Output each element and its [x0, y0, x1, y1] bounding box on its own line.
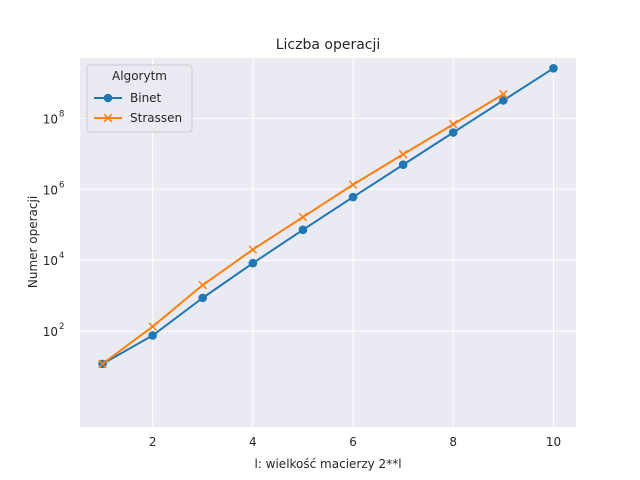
y-axis-label: Numer operacji [26, 196, 40, 288]
legend-label-strassen: Strassen [130, 111, 182, 125]
data-point-strassen [398, 149, 408, 159]
legend: Algorytm Binet Strassen [86, 64, 193, 133]
x-tick-label: 2 [149, 435, 157, 449]
data-point-binet [248, 258, 258, 268]
x-tick-label: 4 [249, 435, 257, 449]
legend-box [86, 64, 193, 133]
data-point-strassen [499, 89, 508, 99]
legend-item-strassen: Strassen [94, 111, 182, 125]
legend-item-binet: Binet [94, 91, 162, 105]
x-axis-ticks: 2 4 6 8 10 [149, 435, 561, 449]
x-axis-label: l: wielkość macierzy 2**l [254, 457, 401, 471]
y-tick-exponent: 8 [59, 109, 64, 119]
y-tick-exponent: 2 [59, 322, 64, 332]
series-layer [98, 63, 558, 369]
legend-marker-strassen [103, 113, 113, 123]
data-point-binet [198, 293, 208, 303]
y-tick-label: 10 6 [43, 180, 65, 197]
data-point-binet [398, 160, 408, 170]
y-tick-base: 10 [43, 325, 58, 339]
data-point-strassen [348, 180, 358, 189]
data-point-strassen [148, 322, 157, 331]
x-tick-label: 8 [449, 435, 457, 449]
data-point-binet [298, 225, 308, 235]
y-tick-label: 10 2 [43, 322, 65, 339]
chart-title: Liczba operacji [276, 37, 381, 53]
data-point-strassen [198, 280, 208, 290]
y-tick-base: 10 [43, 112, 58, 126]
y-tick-base: 10 [43, 183, 58, 197]
y-tick-base: 10 [43, 254, 58, 268]
y-tick-exponent: 4 [59, 251, 64, 261]
legend-title: Algorytm [112, 69, 167, 83]
series-line-binet [101, 67, 555, 365]
y-tick-label: 10 4 [43, 251, 65, 268]
data-point-binet [448, 128, 458, 137]
y-tick-exponent: 6 [59, 180, 64, 190]
data-point-strassen [448, 119, 458, 129]
y-tick-label: 10 8 [43, 109, 65, 126]
data-point-binet [148, 331, 157, 340]
x-tick-label: 10 [546, 435, 561, 449]
data-point-strassen [98, 359, 107, 369]
legend-items: Binet Strassen [94, 91, 182, 125]
legend-marker-binet [103, 93, 113, 103]
x-tick-label: 6 [349, 435, 357, 449]
data-point-binet [499, 96, 508, 105]
data-point-strassen [248, 245, 258, 254]
data-point-binet [549, 63, 558, 73]
data-point-binet [348, 192, 358, 202]
data-point-strassen [298, 212, 308, 222]
legend-label-binet: Binet [130, 91, 162, 105]
